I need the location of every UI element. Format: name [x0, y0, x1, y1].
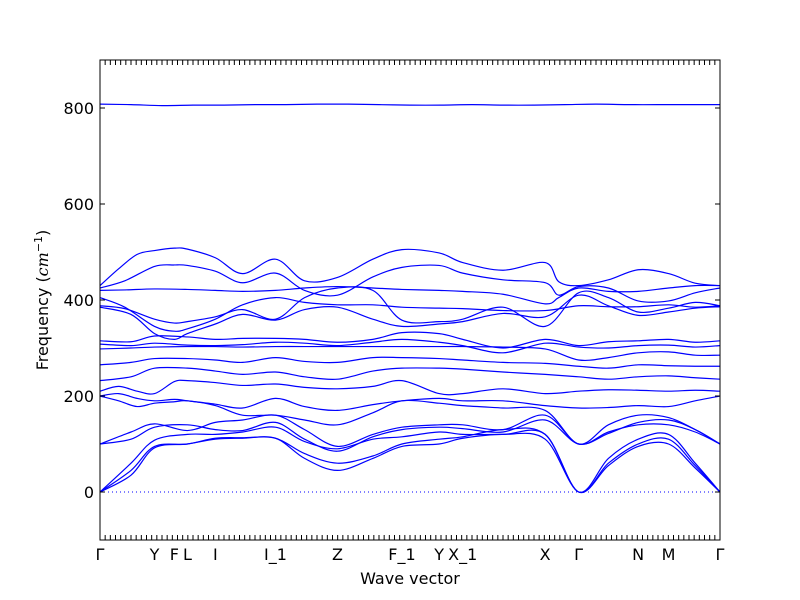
band-7: [99, 294, 721, 340]
band-20: [99, 432, 721, 494]
x-tick-label: N: [632, 545, 644, 564]
phonon-bands: [99, 103, 721, 494]
x-tick-label: I: [213, 545, 218, 564]
x-tick-label: F_1: [388, 545, 415, 565]
y-tick-label: 800: [63, 99, 94, 118]
band-16: [99, 414, 721, 448]
x-tick-label: L: [183, 545, 192, 564]
x-tick-label: Γ: [96, 545, 105, 564]
x-tick-label: Z: [332, 545, 343, 564]
band-12: [99, 366, 721, 382]
x-axis-title: Wave vector: [360, 569, 460, 588]
y-axis-title-math: cm: [33, 252, 52, 276]
band-2: [99, 247, 721, 287]
x-tick-label: X: [540, 545, 551, 564]
minor-ticks: [99, 60, 721, 540]
y-tick-label: 400: [63, 291, 94, 310]
plot-area: [99, 59, 721, 541]
y-axis-title-exponent: −1: [32, 236, 45, 252]
x-tick-label: Y: [149, 545, 160, 564]
x-tick-label: F: [170, 545, 179, 564]
band-1: [99, 103, 720, 107]
band-6: [99, 286, 721, 328]
band-9: [99, 338, 721, 354]
band-10: [99, 345, 721, 362]
x-tick-label: Γ: [716, 545, 725, 564]
y-tick-label: 200: [63, 387, 94, 406]
band-8: [99, 331, 721, 349]
y-axis-title: Frequency (cm−1): [32, 230, 52, 371]
band-11: [99, 356, 721, 369]
band-14: [99, 392, 721, 412]
x-tick-label: Γ: [574, 545, 583, 564]
band-17: [99, 418, 721, 452]
band-18: [99, 426, 721, 493]
band-13: [99, 379, 721, 396]
y-axis-title-close: ): [33, 230, 52, 236]
x-tick-label: M: [662, 545, 676, 564]
band-4: [99, 284, 721, 305]
y-tick-label: 600: [63, 195, 94, 214]
y-axis-title-text: Frequency (: [33, 276, 52, 370]
x-axis: Γ Y F L I I_1 Z F_1 Y X_1 X Γ N M Γ: [96, 545, 725, 565]
y-axis: 0 200 400 600 800: [63, 99, 720, 502]
x-tick-label: I_1: [264, 545, 287, 565]
x-tick-label: Y: [433, 545, 444, 564]
band-15: [99, 395, 721, 445]
y-tick-label: 0: [84, 483, 94, 502]
x-tick-label: X_1: [448, 545, 477, 565]
